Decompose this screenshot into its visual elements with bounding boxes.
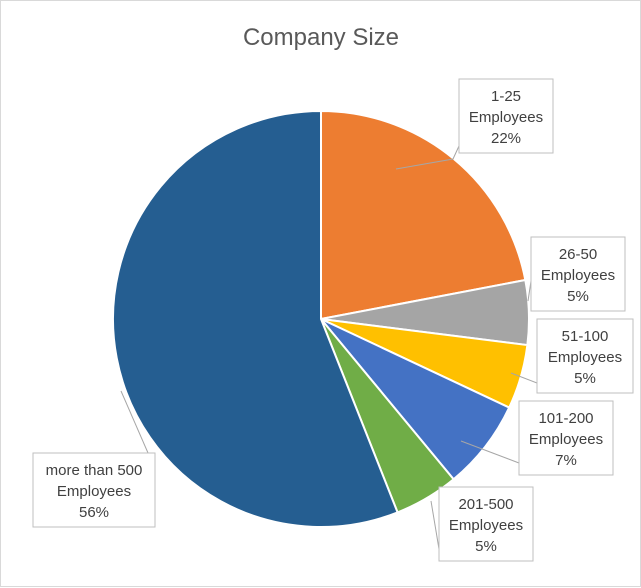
data-label: 1-25 <box>491 88 521 105</box>
data-label: Employees <box>469 109 543 126</box>
data-label-box <box>458 78 554 154</box>
data-label: Employees <box>541 267 615 284</box>
data-label: 22% <box>491 130 521 147</box>
data-label-box <box>530 236 626 312</box>
data-label: 201-500 <box>458 496 513 513</box>
pie-slices <box>112 109 530 528</box>
data-label: 26-50 <box>559 246 597 263</box>
data-label: 5% <box>475 538 497 555</box>
data-label: Employees <box>548 349 622 366</box>
data-label: 5% <box>567 288 589 305</box>
data-label: 7% <box>555 452 577 469</box>
leader-line <box>395 145 460 170</box>
leader-line <box>430 500 440 550</box>
data-label: Employees <box>529 431 603 448</box>
data-label-box <box>438 486 534 562</box>
data-label-box <box>536 318 634 394</box>
chart-title: Company Size <box>243 24 399 51</box>
pie-slice <box>112 109 399 528</box>
data-label: 51-100 <box>562 328 609 345</box>
data-label-box <box>32 452 156 528</box>
data-label: more than 500 <box>46 462 143 479</box>
data-label: 101-200 <box>538 410 593 427</box>
data-label: Employees <box>57 483 131 500</box>
data-label-box <box>518 400 614 476</box>
data-label: 56% <box>79 504 109 521</box>
data-label: Employees <box>449 517 523 534</box>
leader-line <box>460 440 520 464</box>
data-labels: 1-25 Employees 22% 26-50 Employees 5% 51-100 Em… <box>32 78 634 562</box>
leader-line <box>510 372 538 384</box>
data-label: 5% <box>574 370 596 387</box>
